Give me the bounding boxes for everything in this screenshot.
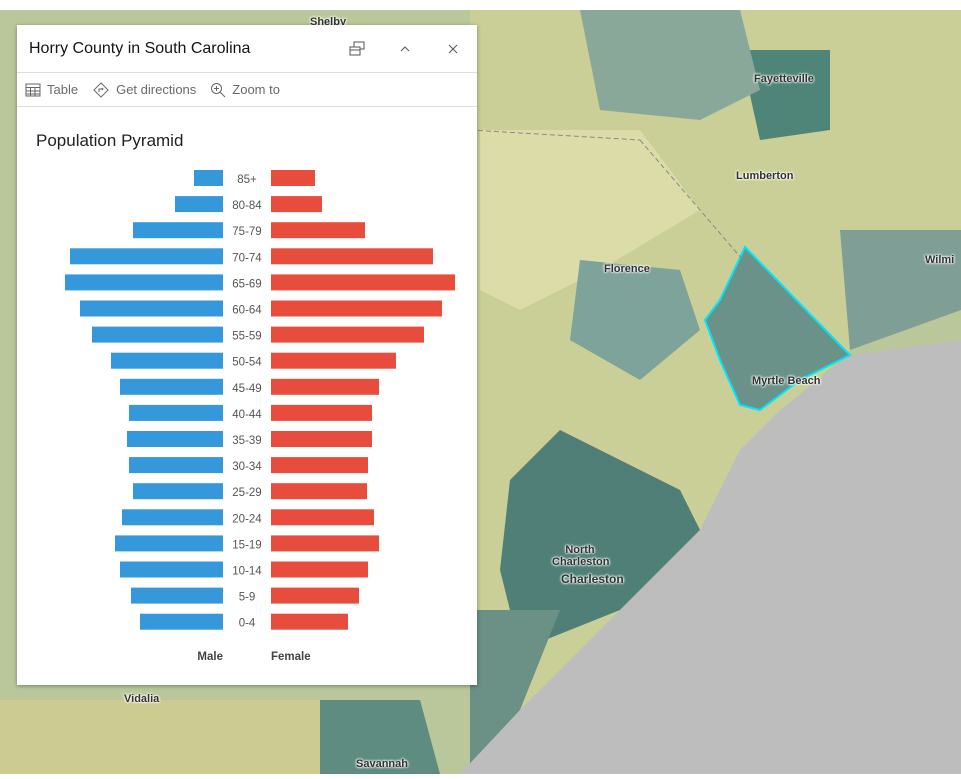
zoom-in-icon (211, 82, 226, 97)
popup-actions: Table Get directions Zoom to (17, 73, 477, 107)
popup-title: Horry County in South Carolina (29, 39, 251, 57)
zoom-to-button[interactable]: Zoom to (210, 82, 280, 98)
dock-button[interactable] (333, 25, 381, 73)
age-group-label: 85+ (237, 174, 257, 186)
dock-icon (349, 41, 365, 55)
map-label: Florence (604, 263, 650, 275)
map-label: Charleston (561, 572, 624, 586)
map-label: Lumberton (736, 170, 794, 182)
bar-male-45-49[interactable] (120, 378, 223, 395)
age-group-label: 70-74 (232, 252, 262, 264)
age-group-label: 25-29 (232, 487, 261, 499)
bar-female-20-24[interactable] (271, 509, 374, 526)
action-label: Table (47, 82, 79, 97)
age-group-label: 5-9 (239, 592, 256, 604)
age-group-label: 10-14 (232, 566, 262, 578)
age-group-label: 35-39 (232, 435, 261, 447)
table-icon (25, 83, 41, 96)
age-group-label: 80-84 (232, 200, 262, 212)
directions-icon (93, 81, 109, 98)
bar-male-5-9[interactable] (131, 587, 223, 604)
age-group-label: 40-44 (232, 409, 262, 421)
bar-female-55-59[interactable] (271, 326, 424, 343)
bar-male-20-24[interactable] (122, 509, 223, 526)
bar-female-50-54[interactable] (271, 352, 396, 369)
map-label: Savannah (356, 758, 408, 770)
bar-female-10-14[interactable] (271, 561, 368, 578)
close-icon (448, 44, 458, 53)
bar-male-30-34[interactable] (129, 457, 223, 474)
age-group-label: 0-4 (239, 618, 256, 630)
bar-female-40-44[interactable] (271, 404, 372, 421)
action-label: Zoom to (232, 82, 280, 97)
bar-male-80-84[interactable] (175, 196, 223, 213)
bar-female-30-34[interactable] (271, 457, 368, 474)
age-group-label: 65-69 (232, 278, 261, 290)
bar-male-60-64[interactable] (80, 300, 223, 317)
popup-header: Horry County in South Carolina (17, 25, 477, 73)
collapse-button[interactable] (381, 25, 429, 73)
bar-male-55-59[interactable] (92, 326, 223, 343)
bar-male-85+[interactable] (194, 170, 223, 186)
bar-female-45-49[interactable] (271, 378, 379, 395)
bar-female-60-64[interactable] (271, 300, 442, 317)
feature-popup: Horry County in South Carolina Table Get… (17, 25, 477, 685)
action-label: Get directions (116, 82, 197, 97)
bar-female-85+[interactable] (271, 170, 315, 186)
chevron-up-icon (400, 45, 410, 51)
age-group-label: 60-64 (232, 305, 262, 317)
bar-male-10-14[interactable] (120, 561, 223, 578)
bar-male-25-29[interactable] (133, 483, 223, 500)
age-group-label: 75-79 (232, 226, 261, 238)
get-directions-button[interactable]: Get directions (92, 81, 196, 99)
map-view[interactable]: Shelby Fayetteville Lumberton Florence W… (0, 10, 961, 774)
map-label: North Charleston (552, 544, 610, 568)
legend-male: Male (197, 651, 223, 663)
map-label: Myrtle Beach (752, 375, 821, 387)
bar-female-80-84[interactable] (271, 196, 322, 213)
bar-male-70-74[interactable] (70, 248, 223, 265)
bar-female-65-69[interactable] (271, 274, 455, 291)
bar-female-0-4[interactable] (271, 613, 348, 630)
bar-female-75-79[interactable] (271, 222, 365, 239)
map-label: Fayetteville (754, 73, 814, 85)
bar-female-25-29[interactable] (271, 483, 367, 500)
chart-title: Population Pyramid (36, 131, 184, 150)
bar-male-0-4[interactable] (140, 613, 223, 630)
bar-male-75-79[interactable] (133, 222, 223, 239)
bar-male-15-19[interactable] (115, 535, 223, 552)
age-group-label: 15-19 (232, 539, 261, 551)
map-basemap (0, 10, 961, 774)
legend-female: Female (271, 651, 311, 663)
bar-male-65-69[interactable] (65, 274, 223, 291)
map-label: Vidalia (124, 693, 160, 705)
population-pyramid-chart: 85+ 80-84 75-79 70-74 65-69 60-64 55-59 50-54 45… (65, 170, 455, 663)
bar-female-35-39[interactable] (271, 431, 372, 447)
table-button[interactable]: Table (25, 82, 78, 97)
age-group-label: 20-24 (232, 513, 262, 525)
bar-female-70-74[interactable] (271, 248, 433, 265)
bar-female-15-19[interactable] (271, 535, 379, 552)
age-group-label: 55-59 (232, 331, 261, 343)
bar-female-5-9[interactable] (271, 587, 359, 604)
bar-male-50-54[interactable] (111, 352, 223, 369)
age-group-label: 30-34 (232, 461, 262, 473)
close-button[interactable] (429, 25, 477, 73)
bar-male-40-44[interactable] (129, 404, 223, 421)
age-group-label: 45-49 (232, 383, 261, 395)
age-group-label: 50-54 (232, 357, 262, 369)
bar-male-35-39[interactable] (127, 431, 223, 447)
map-label: Wilmi (925, 254, 955, 266)
